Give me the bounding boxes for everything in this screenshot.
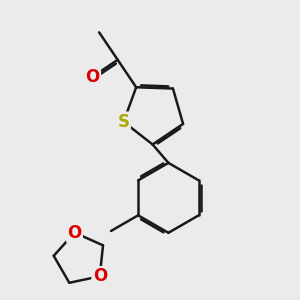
Text: O: O — [85, 68, 100, 86]
Text: S: S — [118, 113, 130, 131]
Text: O: O — [68, 224, 82, 242]
Text: O: O — [93, 267, 107, 285]
